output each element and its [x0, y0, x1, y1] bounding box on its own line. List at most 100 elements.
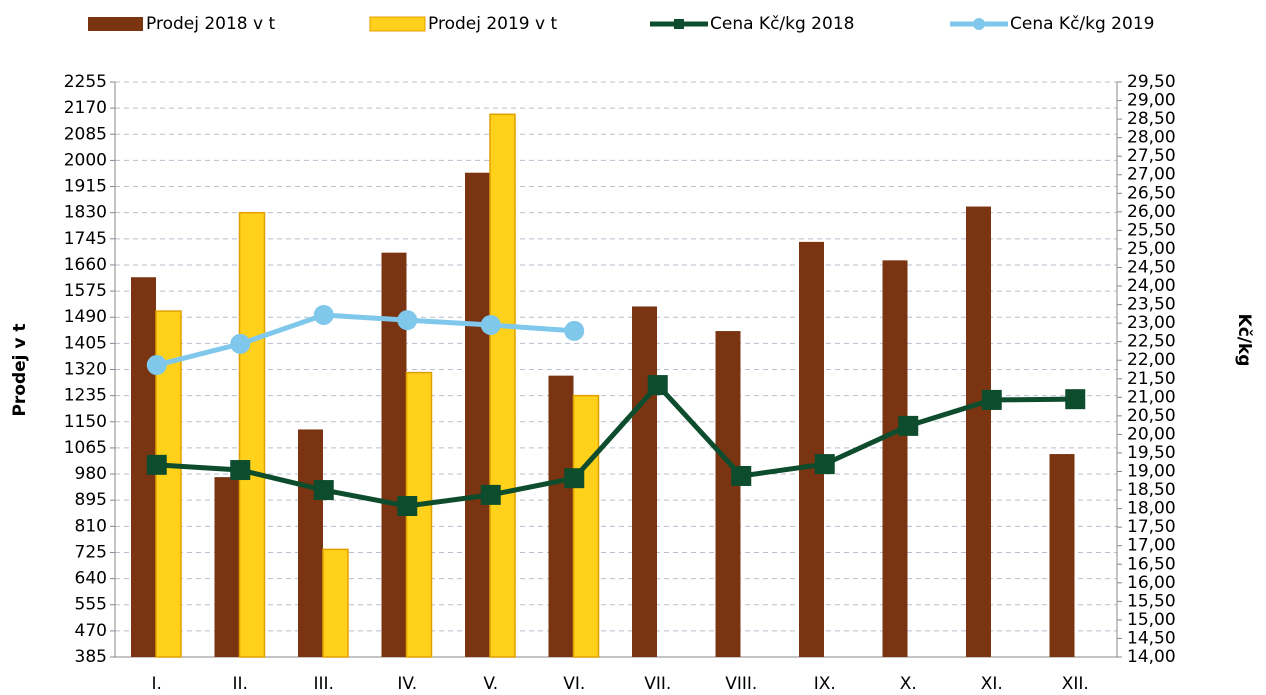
bar — [489, 113, 516, 658]
legend-label: Prodej 2019 v t — [428, 14, 557, 34]
bar — [799, 241, 824, 657]
x-tick-label: I. — [152, 674, 162, 694]
y2-tick-label: 25,50 — [1127, 220, 1176, 240]
marker — [146, 355, 167, 376]
legend-swatch — [88, 17, 143, 31]
marker — [564, 468, 585, 489]
marker — [397, 496, 418, 517]
marker — [480, 484, 501, 505]
marker — [981, 389, 1002, 410]
y2-tick-label: 24,50 — [1127, 257, 1176, 277]
y-tick-label: 1235 — [64, 386, 107, 406]
bar — [572, 394, 600, 658]
y-tick-label: 1660 — [64, 255, 107, 275]
y2-tick-label: 27,00 — [1127, 165, 1176, 185]
y2-tick-label: 28,00 — [1127, 128, 1176, 148]
y-tick-label: 385 — [75, 647, 107, 667]
y-tick-label: 2085 — [64, 124, 107, 144]
bar — [322, 548, 349, 658]
y2-tick-label: 20,00 — [1127, 424, 1176, 444]
y-tick-label: 1745 — [64, 229, 107, 249]
marker — [564, 320, 585, 341]
y-tick-label: 1915 — [64, 177, 107, 197]
y-tick-label: 1405 — [64, 333, 107, 353]
y2-axis-title: Kč/kg — [1234, 314, 1254, 367]
y2-tick-label: 23,00 — [1127, 313, 1176, 333]
marker — [230, 460, 251, 481]
y-tick-label: 1575 — [64, 281, 107, 301]
marker — [898, 415, 919, 436]
bar — [632, 306, 657, 657]
y2-tick-label: 22,00 — [1127, 350, 1176, 370]
bar — [298, 429, 323, 657]
y2-tick-label: 16,50 — [1127, 554, 1176, 574]
y-tick-label: 2255 — [64, 72, 107, 92]
y2-tick-label: 18,50 — [1127, 480, 1176, 500]
y-tick-label: 810 — [75, 516, 107, 536]
bar — [548, 375, 574, 657]
y2-tick-label: 28,50 — [1127, 109, 1176, 129]
bar — [214, 477, 240, 657]
y-tick-label: 640 — [75, 569, 107, 589]
y2-tick-label: 16,00 — [1127, 573, 1176, 593]
x-tick-label: V. — [483, 674, 498, 694]
y2-tick-label: 14,00 — [1127, 647, 1176, 667]
x-tick-label: XII. — [1062, 674, 1089, 694]
marker — [230, 333, 251, 354]
y2-tick-label: 17,50 — [1127, 517, 1176, 537]
y2-tick-label: 15,00 — [1127, 610, 1176, 630]
y2-tick-label: 27,50 — [1127, 146, 1176, 166]
y-tick-label: 1150 — [64, 412, 107, 432]
legend-label: Cena Kč/kg 2018 — [710, 14, 854, 34]
bar — [465, 172, 490, 657]
y-tick-label: 895 — [75, 490, 107, 510]
marker — [313, 480, 334, 501]
y-tick-label: 1490 — [64, 307, 107, 327]
x-tick-label: VIII. — [725, 674, 757, 694]
marker — [146, 454, 167, 475]
y2-tick-label: 19,00 — [1127, 462, 1176, 482]
y-tick-label: 1320 — [64, 360, 107, 380]
y2-tick-label: 25,00 — [1127, 239, 1176, 259]
line — [156, 381, 1076, 509]
y-tick-label: 2000 — [64, 150, 107, 170]
x-tick-label: XI. — [981, 674, 1003, 694]
y-tick-label: 725 — [75, 542, 107, 562]
legend-swatch — [369, 16, 426, 32]
x-tick-label: VII. — [644, 674, 671, 694]
line — [156, 312, 575, 368]
y-tick-label: 980 — [75, 464, 107, 484]
y2-tick-label: 21,50 — [1127, 369, 1176, 389]
marker — [647, 375, 668, 396]
x-tick-label: X. — [900, 674, 917, 694]
y2-tick-label: 26,50 — [1127, 183, 1176, 203]
y2-tick-label: 23,50 — [1127, 295, 1176, 315]
y2-tick-label: 18,00 — [1127, 499, 1176, 519]
marker — [480, 314, 501, 335]
bar — [238, 211, 266, 658]
y2-tick-label: 14,50 — [1127, 628, 1176, 648]
y2-tick-label: 22,50 — [1127, 332, 1176, 352]
y2-tick-label: 17,00 — [1127, 536, 1176, 556]
bar — [966, 206, 991, 657]
y-tick-label: 1830 — [64, 203, 107, 223]
marker — [397, 310, 418, 331]
y2-tick-label: 29,00 — [1127, 91, 1176, 111]
marker — [1065, 389, 1086, 410]
y-tick-label: 470 — [75, 621, 107, 641]
marker — [814, 454, 835, 475]
x-tick-label: III. — [314, 674, 334, 694]
x-tick-label: IV. — [397, 674, 417, 694]
bar — [715, 331, 741, 657]
legend-marker — [674, 19, 684, 29]
bar — [1049, 454, 1075, 657]
bar — [882, 260, 908, 657]
marker — [731, 465, 752, 486]
y-axis-title: Prodej v t — [10, 323, 30, 416]
x-tick-label: VI. — [563, 674, 585, 694]
y2-tick-label: 19,50 — [1127, 443, 1176, 463]
y-tick-label: 555 — [75, 595, 107, 615]
marker — [313, 304, 334, 325]
